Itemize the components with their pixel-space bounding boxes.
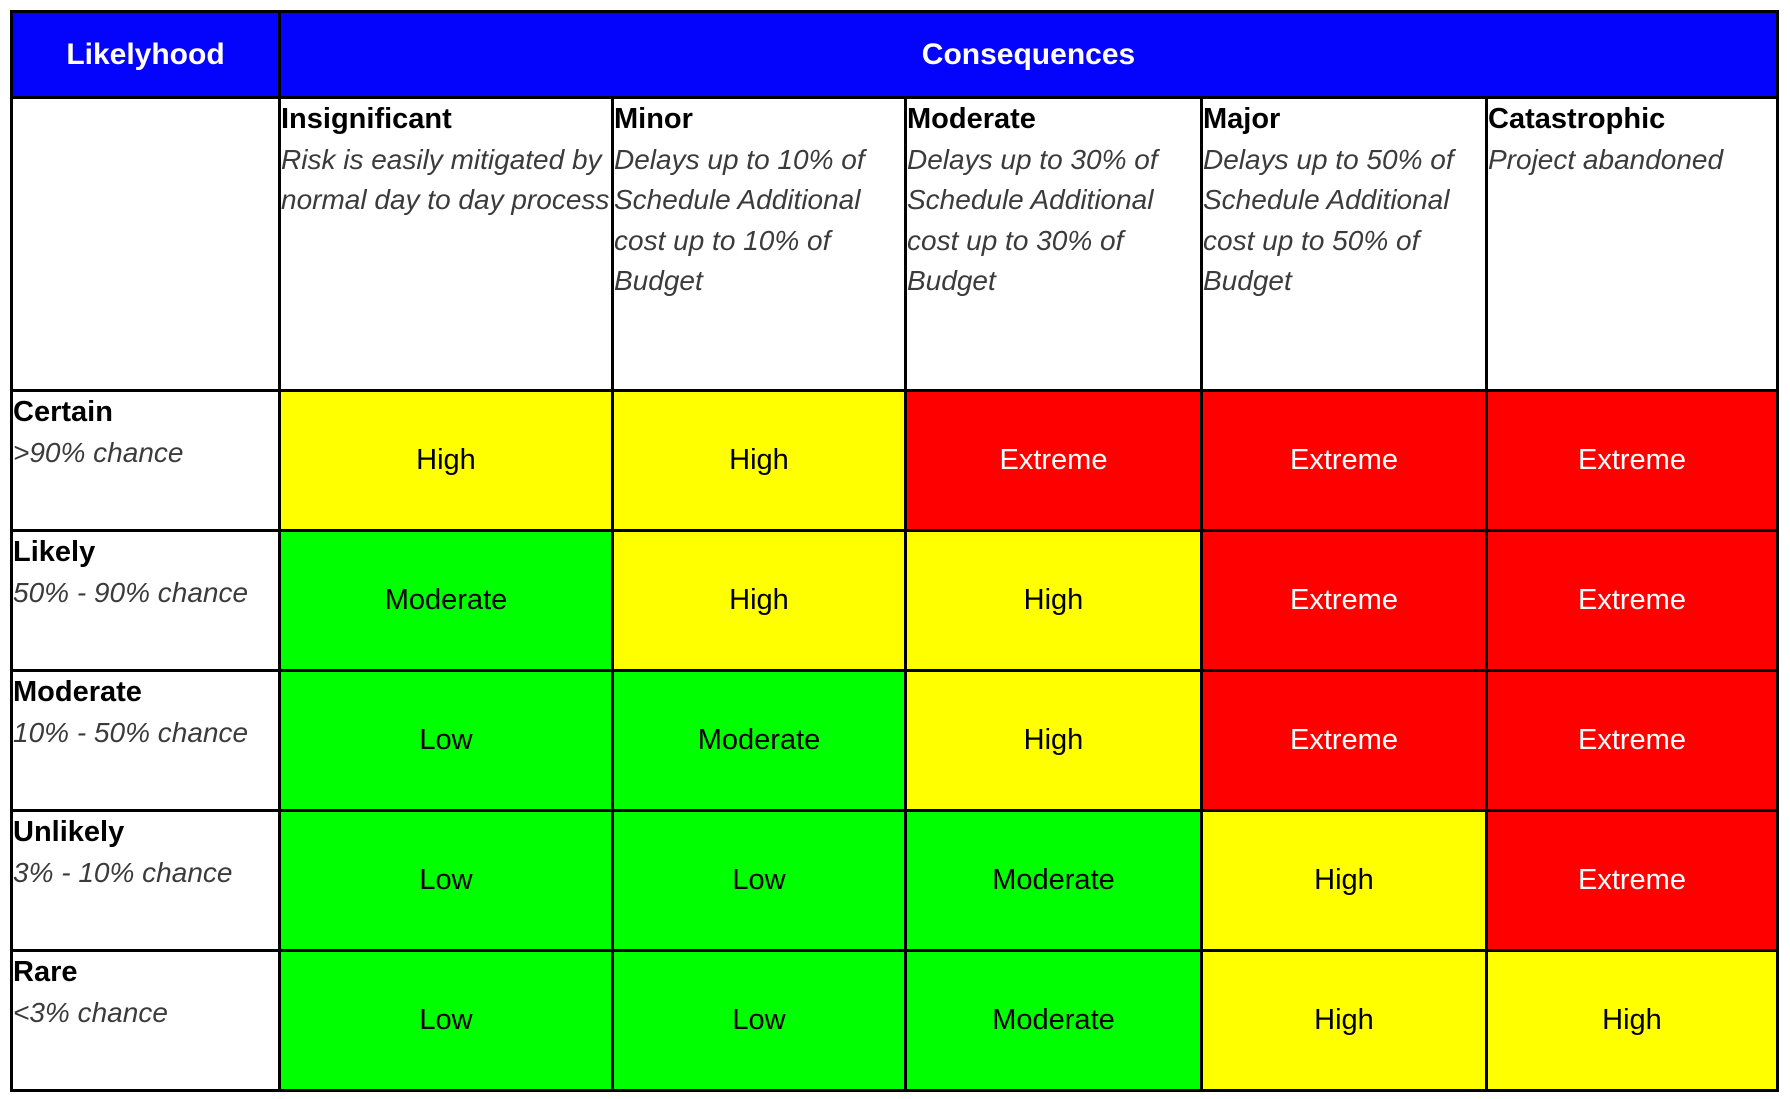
col-description: Project abandoned xyxy=(1488,143,1724,175)
rating-cell: Low xyxy=(278,809,614,952)
col-name: Major xyxy=(1203,103,1281,135)
rating-cell: Moderate xyxy=(904,949,1203,1092)
rating-cell: High xyxy=(611,529,907,672)
row-header-unlikely: Unlikely 3% - 10% chance xyxy=(10,809,281,952)
row-header-certain: Certain >90% chance xyxy=(10,389,281,532)
col-name: Catastrophic xyxy=(1488,103,1666,135)
col-header-insignificant: Insignificant Risk is easily mitigated b… xyxy=(278,96,614,392)
banner-row: Likelyhood Consequences xyxy=(10,10,1779,99)
consequence-headers-row: Insignificant Risk is easily mitigated b… xyxy=(10,96,1779,392)
row-chance: <3% chance xyxy=(13,996,168,1028)
empty-corner-cell xyxy=(10,96,281,392)
rating-cell: High xyxy=(904,529,1203,672)
rating-cell: Low xyxy=(611,809,907,952)
rating-cell: Extreme xyxy=(904,389,1203,532)
col-description: Risk is easily mitigated by normal day t… xyxy=(281,143,610,216)
row-likely: Likely 50% - 90% chance Moderate High Hi… xyxy=(10,529,1779,672)
rating-cell: Low xyxy=(611,949,907,1092)
rating-cell: Low xyxy=(278,949,614,1092)
row-name: Moderate xyxy=(13,676,142,708)
rating-cell: Low xyxy=(278,669,614,812)
likelihood-header-cell: Likelyhood xyxy=(10,10,281,99)
row-chance: 10% - 50% chance xyxy=(13,716,249,748)
rating-cell: Extreme xyxy=(1485,669,1779,812)
rating-cell: Extreme xyxy=(1200,669,1488,812)
row-header-rare: Rare <3% chance xyxy=(10,949,281,1092)
row-name: Likely xyxy=(13,536,96,568)
col-header-moderate: Moderate Delays up to 30% of Schedule Ad… xyxy=(904,96,1203,392)
row-chance: >90% chance xyxy=(13,436,184,468)
rating-cell: Moderate xyxy=(904,809,1203,952)
col-name: Moderate xyxy=(907,103,1036,135)
rating-cell: Extreme xyxy=(1200,389,1488,532)
rating-cell: Moderate xyxy=(611,669,907,812)
col-header-major: Major Delays up to 50% of Schedule Addit… xyxy=(1200,96,1488,392)
rating-cell: High xyxy=(904,669,1203,812)
row-chance: 50% - 90% chance xyxy=(13,576,249,608)
row-name: Certain xyxy=(13,396,113,428)
rating-cell: High xyxy=(1200,949,1488,1092)
row-chance: 3% - 10% chance xyxy=(13,856,233,888)
risk-matrix-table: Likelyhood Consequences Insignificant Ri… xyxy=(10,10,1779,1092)
rating-cell: Extreme xyxy=(1485,529,1779,672)
rating-cell: Extreme xyxy=(1200,529,1488,672)
rating-cell: Extreme xyxy=(1485,809,1779,952)
row-header-moderate: Moderate 10% - 50% chance xyxy=(10,669,281,812)
col-header-minor: Minor Delays up to 10% of Schedule Addit… xyxy=(611,96,907,392)
row-certain: Certain >90% chance High High Extreme Ex… xyxy=(10,389,1779,532)
rating-cell: High xyxy=(1485,949,1779,1092)
col-header-catastrophic: Catastrophic Project abandoned xyxy=(1485,96,1779,392)
rating-cell: High xyxy=(611,389,907,532)
row-moderate: Moderate 10% - 50% chance Low Moderate H… xyxy=(10,669,1779,812)
row-rare: Rare <3% chance Low Low Moderate High Hi… xyxy=(10,949,1779,1092)
col-description: Delays up to 10% of Schedule Additional … xyxy=(614,143,865,297)
rating-cell: Extreme xyxy=(1485,389,1779,532)
consequences-header-cell: Consequences xyxy=(278,10,1779,99)
row-unlikely: Unlikely 3% - 10% chance Low Low Moderat… xyxy=(10,809,1779,952)
rating-cell: Moderate xyxy=(278,529,614,672)
row-name: Unlikely xyxy=(13,816,125,848)
rating-cell: High xyxy=(1200,809,1488,952)
rating-cell: High xyxy=(278,389,614,532)
col-description: Delays up to 50% of Schedule Additional … xyxy=(1203,143,1454,297)
col-description: Delays up to 30% of Schedule Additional … xyxy=(907,143,1158,297)
col-name: Insignificant xyxy=(281,103,452,135)
row-name: Rare xyxy=(13,956,78,988)
col-name: Minor xyxy=(614,103,693,135)
row-header-likely: Likely 50% - 90% chance xyxy=(10,529,281,672)
